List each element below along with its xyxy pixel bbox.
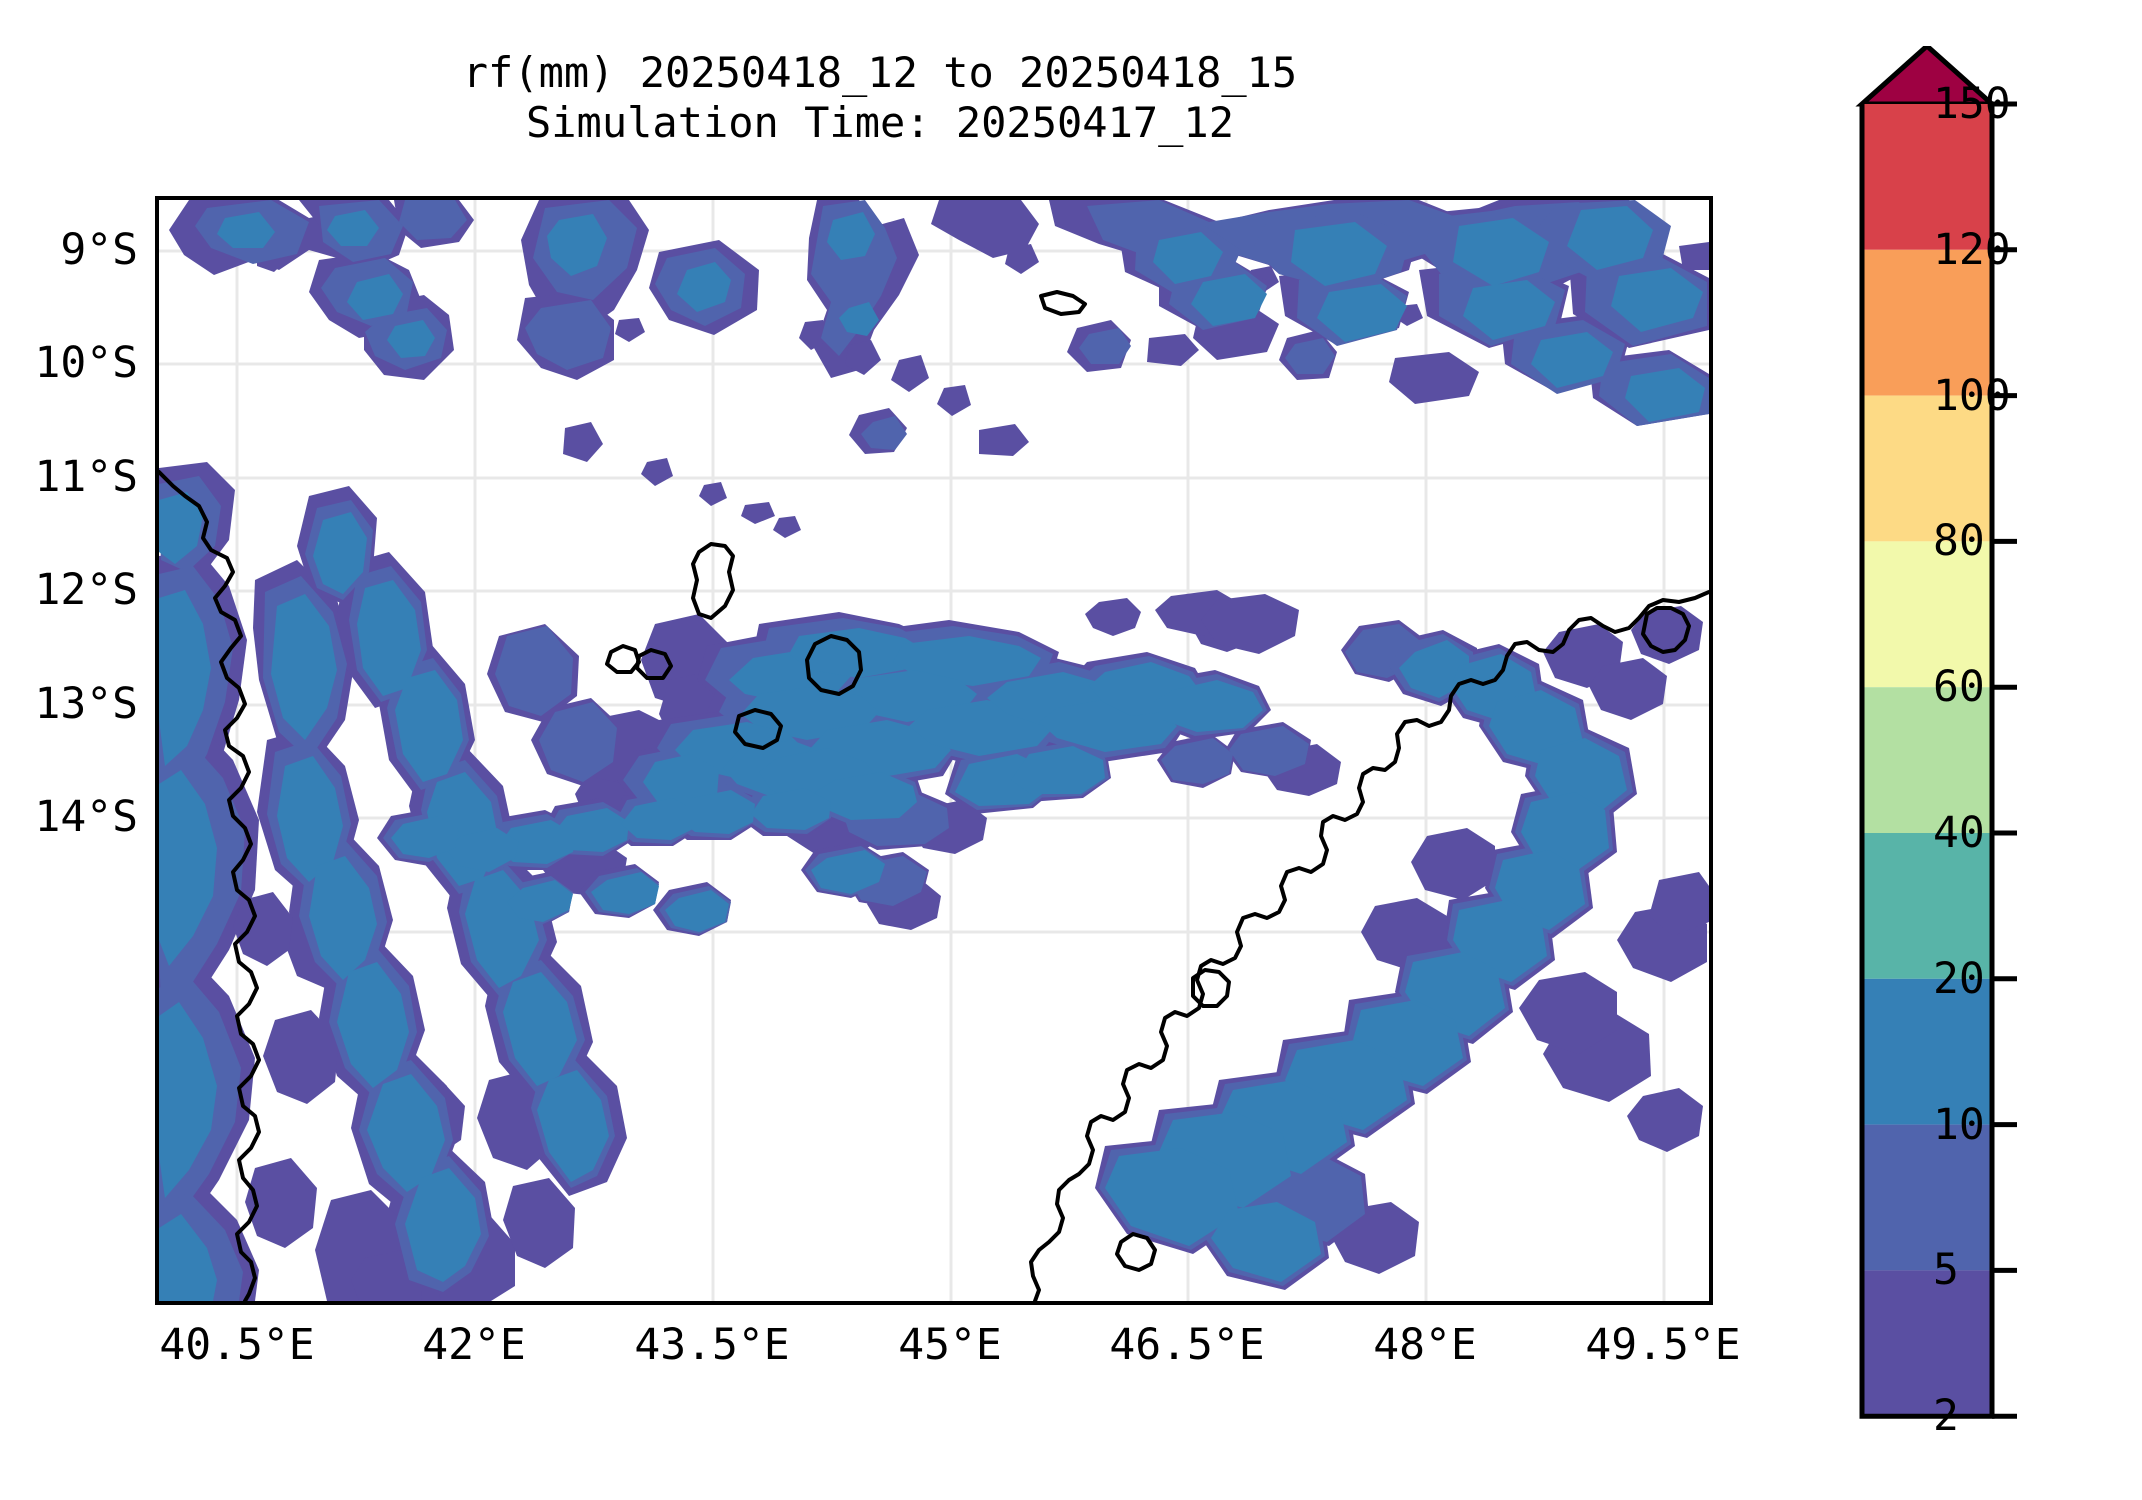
colorbar-tick-label: 20	[1933, 953, 1985, 1004]
xtick-label: 43.5°E	[634, 1320, 790, 1370]
map-axes	[155, 196, 1713, 1305]
colorbar-ticks	[1992, 101, 2017, 1419]
ytick-label: 13°S	[34, 679, 138, 729]
colorbar-tick-label: 5	[1933, 1245, 1959, 1296]
colorbar-tick-label: 2	[1933, 1391, 1959, 1442]
title-line-1: rf(mm) 20250418_12 to 20250418_15	[462, 48, 1298, 97]
xtick-label: 49.5°E	[1585, 1320, 1741, 1370]
ytick-label: 9°S	[60, 225, 138, 275]
xtick-label: 42°E	[422, 1320, 526, 1370]
coastlines	[159, 290, 1709, 1301]
ytick-label: 10°S	[34, 338, 138, 388]
colorbar: 150 120 100 80 60 40 20 10 5 2	[1817, 46, 2117, 1466]
colorbar-tick-label: 150	[1933, 79, 2011, 129]
colorbar-tick-label: 80	[1933, 516, 1985, 567]
colorbar-band-10-20	[1862, 978, 1992, 1125]
xtick-label: 45°E	[898, 1320, 1002, 1370]
ytick-label: 12°S	[34, 565, 138, 615]
colorbar-band-40-60	[1862, 687, 1992, 833]
colorbar-band-120-150	[1862, 104, 1992, 250]
colorbar-band-5-10	[1862, 1124, 1992, 1271]
colorbar-band-20-40	[1862, 833, 1992, 979]
colorbar-outline	[1859, 104, 1995, 1419]
colorbar-band-60-80	[1862, 541, 1992, 688]
colorbar-tick-label: 60	[1933, 662, 1985, 713]
rainfall-band-10-20mm	[159, 206, 1705, 1301]
colorbar-band-100-120	[1862, 249, 1992, 396]
colorbar-tick-label: 40	[1933, 808, 1985, 858]
colorbar-band-2-5	[1862, 1270, 1992, 1417]
xtick-label: 46.5°E	[1109, 1320, 1265, 1370]
colorbar-tick-label: 10	[1933, 1099, 1985, 1150]
title-line-2: Simulation Time: 20250417_12	[525, 98, 1234, 147]
ytick-label: 11°S	[34, 452, 138, 502]
xtick-label: 48°E	[1373, 1320, 1477, 1370]
colorbar-tick-label: 100	[1933, 370, 2011, 421]
colorbar-tick-label: 120	[1933, 224, 2011, 275]
figure-title: rf(mm) 20250418_12 to 20250418_15 Simula…	[0, 48, 1760, 148]
colorbar-band-80-100	[1862, 395, 1992, 542]
xtick-label: 40.5°E	[159, 1320, 315, 1370]
ytick-label: 14°S	[34, 792, 138, 842]
